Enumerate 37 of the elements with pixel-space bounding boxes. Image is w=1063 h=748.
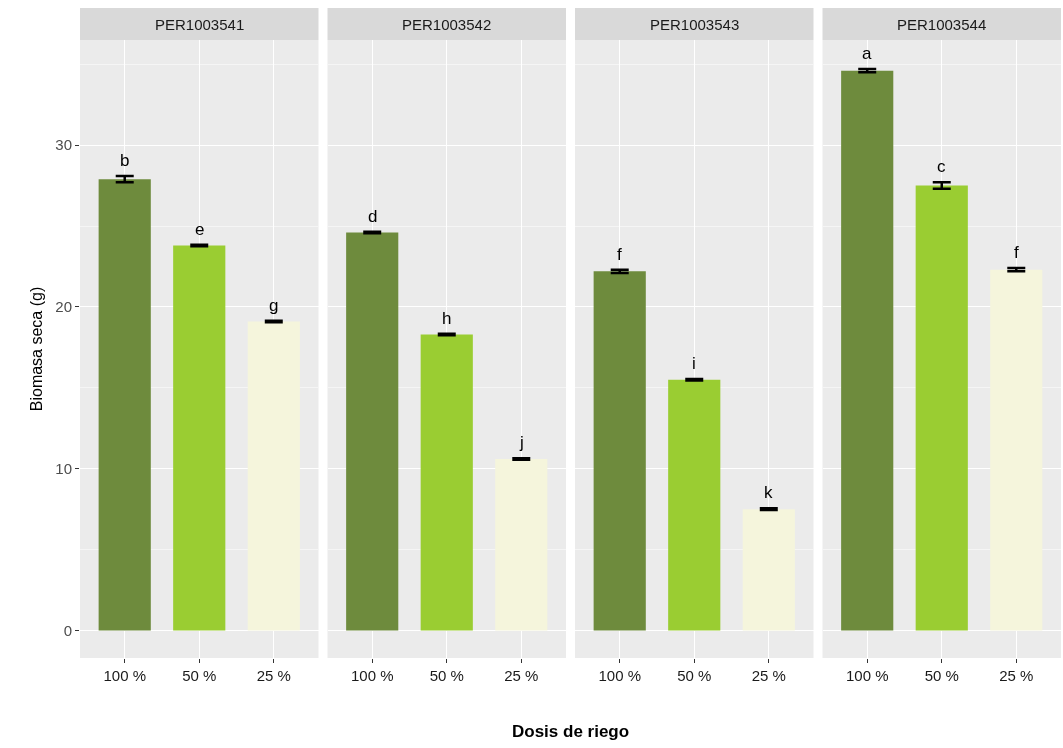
annotation: c bbox=[937, 157, 946, 176]
annotation: e bbox=[195, 220, 205, 239]
x-tick-label: 100 % bbox=[598, 667, 641, 684]
x-tick-label: 100 % bbox=[845, 667, 889, 684]
annotation: b bbox=[120, 151, 130, 170]
annotation: i bbox=[692, 354, 696, 373]
annotation: a bbox=[862, 44, 872, 63]
y-tick-label: 0 bbox=[63, 621, 72, 639]
x-axis-title: Dosis de riego bbox=[512, 722, 630, 741]
y-tick-label: 20 bbox=[55, 298, 72, 316]
x-tick-label: 50 % bbox=[677, 667, 712, 684]
annotation: f bbox=[617, 245, 622, 264]
annotation: h bbox=[442, 309, 452, 328]
chart-title: PER1003541 bbox=[155, 16, 245, 33]
x-tick-label: 50 % bbox=[924, 667, 959, 684]
annotation: f bbox=[1014, 243, 1019, 262]
x-tick-label: 25 % bbox=[751, 667, 786, 684]
bar bbox=[173, 245, 226, 631]
y-tick-label: 10 bbox=[55, 459, 72, 477]
x-tick-label: 25 % bbox=[256, 667, 291, 684]
x-tick-label: 25 % bbox=[999, 667, 1034, 684]
x-tick-label: 100 % bbox=[103, 667, 146, 684]
x-tick-label: 100 % bbox=[350, 667, 394, 684]
annotation: d bbox=[368, 207, 378, 226]
chart-title: PER1003543 bbox=[650, 16, 740, 33]
y-axis-title: Biomasa seca (g) bbox=[28, 286, 46, 412]
x-tick-label: 50 % bbox=[429, 667, 464, 684]
bar bbox=[247, 321, 300, 631]
annotation: j bbox=[519, 433, 524, 452]
x-tick-label: 25 % bbox=[504, 667, 539, 684]
bar bbox=[98, 179, 151, 631]
chart-title: PER1003544 bbox=[897, 16, 987, 33]
y-tick-label: 30 bbox=[55, 136, 72, 154]
chart-title: PER1003542 bbox=[402, 16, 492, 33]
annotation: k bbox=[764, 483, 773, 502]
x-tick-label: 50 % bbox=[182, 667, 217, 684]
annotation: g bbox=[269, 296, 279, 315]
